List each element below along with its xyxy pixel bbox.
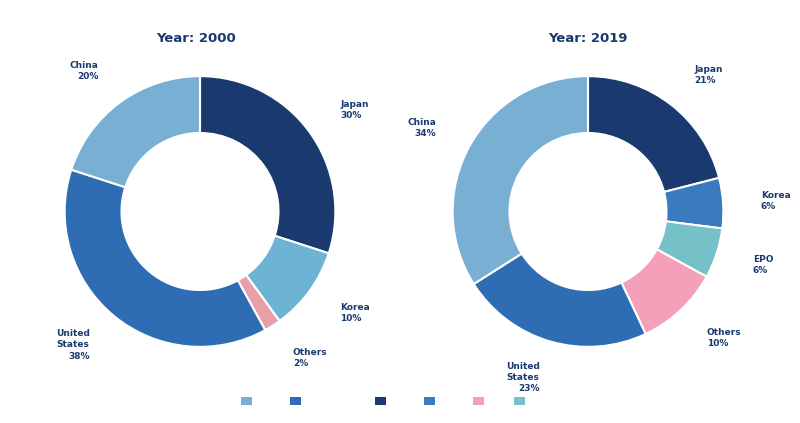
Wedge shape [588,76,719,192]
Text: Year: 2019: Year: 2019 [548,32,628,44]
Wedge shape [246,236,329,321]
Wedge shape [200,76,335,253]
Legend: China, United States, Japan, Korea, EPO, Others: China, United States, Japan, Korea, EPO,… [238,394,562,410]
Text: China
20%: China 20% [70,61,98,81]
Wedge shape [65,170,266,347]
Wedge shape [664,178,723,228]
Text: Korea
6%: Korea 6% [761,191,790,211]
Text: Korea
10%: Korea 10% [340,303,370,324]
Text: Year: 2000: Year: 2000 [156,32,236,44]
Text: China
34%: China 34% [407,118,436,138]
Text: Japan
30%: Japan 30% [340,99,369,120]
Wedge shape [622,249,706,334]
Wedge shape [657,221,722,277]
Text: Others
10%: Others 10% [706,328,742,348]
Text: United
States
23%: United States 23% [506,362,540,393]
Text: Others
2%: Others 2% [293,348,327,368]
Text: EPO
6%: EPO 6% [753,255,774,275]
Wedge shape [71,76,200,187]
Wedge shape [238,275,279,330]
Text: Distribution of global IP5 patents, China’s catch-up in innovation: Distribution of global IP5 patents, Chin… [8,5,414,16]
Wedge shape [453,76,588,284]
Text: Japan
21%: Japan 21% [694,65,722,85]
Text: United
States
38%: United States 38% [56,330,90,360]
Wedge shape [474,253,646,347]
